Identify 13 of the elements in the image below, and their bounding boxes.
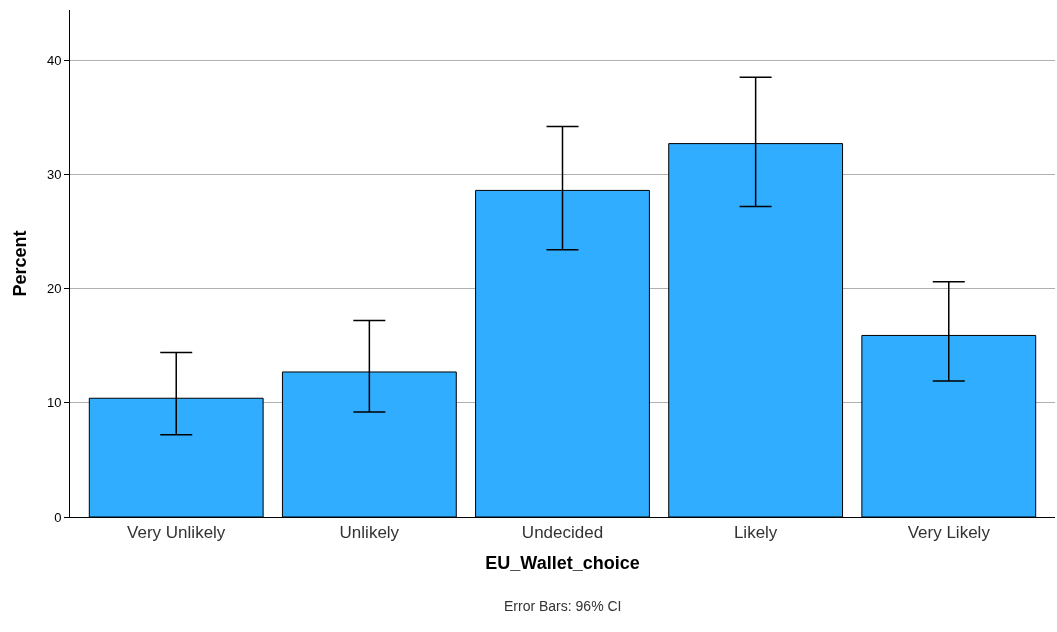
y-tick-label: 40 [46,52,62,68]
y-tick-label: 20 [46,281,62,297]
y-axis-title: Percent [10,230,31,297]
x-tick-label: Unlikely [339,523,400,543]
y-tick-label: 30 [46,166,62,182]
x-tick-label: Very Unlikely [127,523,226,543]
x-tick-label: Very Likely [907,523,991,543]
y-tick-label: 10 [46,395,62,411]
x-tick-label: Likely [733,523,778,543]
x-axis-title: EU_Wallet_choice [485,552,640,573]
x-tick-label: Undecided [521,523,604,543]
text: Error Bars: 96% CI [504,598,622,614]
y-tick-label: 0 [54,509,62,525]
